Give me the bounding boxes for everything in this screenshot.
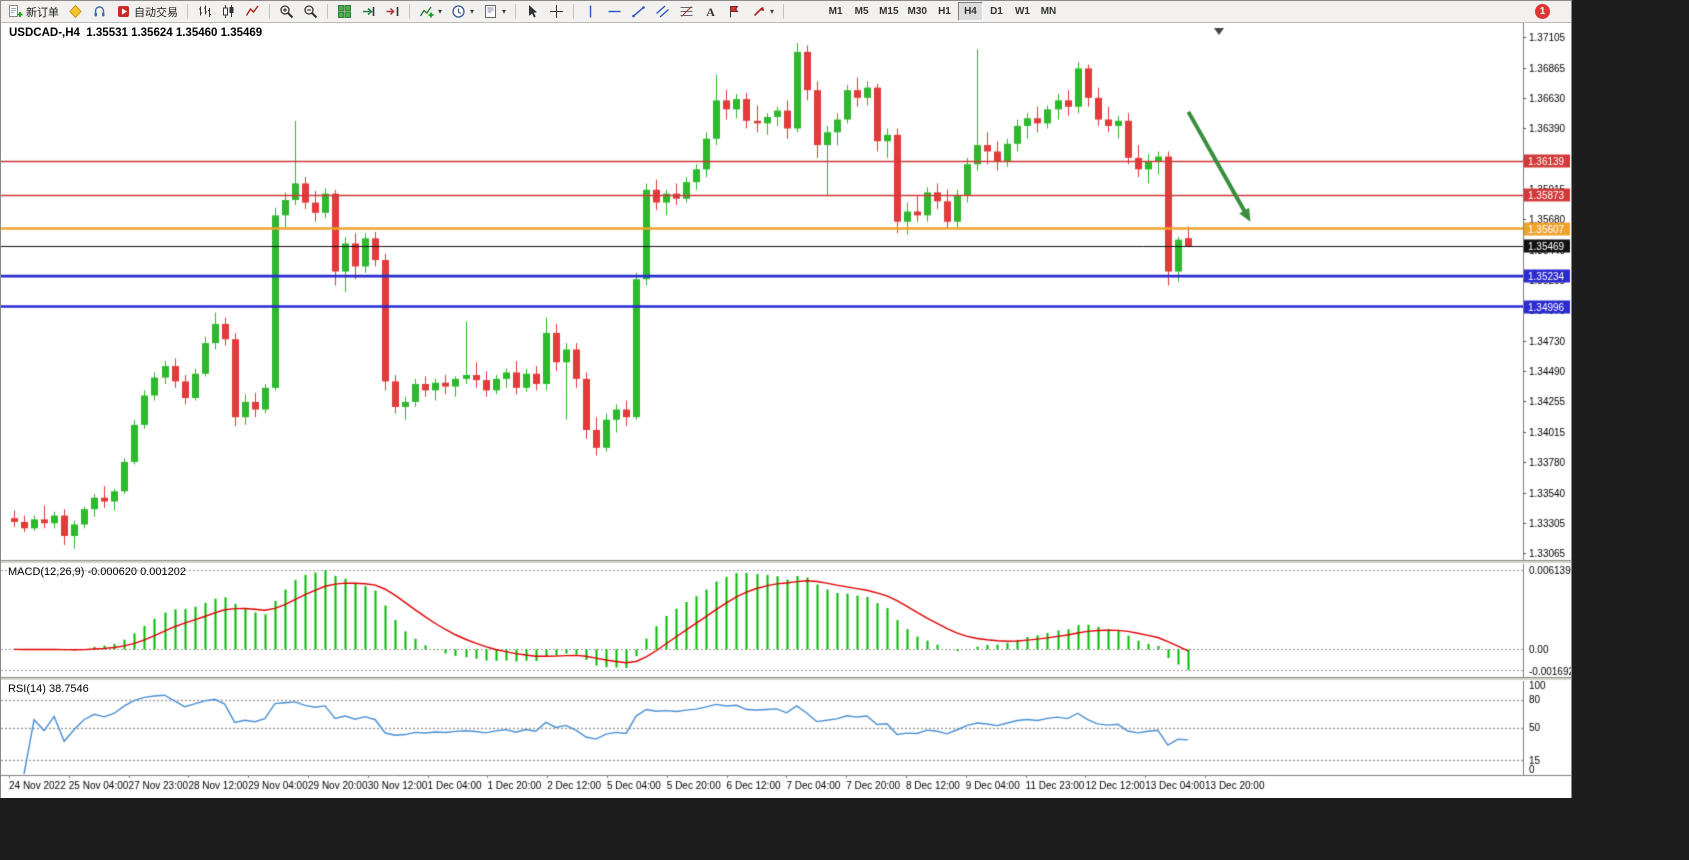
chevron-down-icon: ▾: [770, 7, 775, 16]
new-order-icon: [8, 4, 23, 19]
cursor-icon: [525, 4, 540, 19]
chart-shift-icon: [385, 4, 400, 19]
horizontal-line-icon: [607, 4, 622, 19]
zoom-out-icon: [303, 4, 318, 19]
templates-button[interactable]: ▾: [479, 2, 510, 21]
chart-shift-button[interactable]: [381, 2, 404, 21]
new-order-label: 新订单: [26, 6, 59, 19]
horizontal-line-button[interactable]: [603, 2, 626, 21]
zoom-out-button[interactable]: [299, 2, 322, 21]
timeframe-mn-button[interactable]: MN: [1036, 2, 1061, 21]
indicators-button[interactable]: ▾: [415, 2, 446, 21]
toolbar-separator: [783, 4, 785, 19]
tile-windows-icon: [337, 4, 352, 19]
line-chart-button[interactable]: [241, 2, 264, 21]
candlestick-chart-icon: [221, 4, 236, 19]
auto-scroll-button[interactable]: [357, 2, 380, 21]
timeframe-w1-button[interactable]: W1: [1010, 2, 1035, 21]
arrows-icon: [751, 4, 766, 19]
auto-scroll-icon: [361, 4, 376, 19]
autotrading-button[interactable]: 自动交易: [112, 2, 182, 21]
zoom-in-icon: [279, 4, 294, 19]
tile-windows-button[interactable]: [333, 2, 356, 21]
chart-area: USDCAD-,H4 1.35531 1.35624 1.35460 1.354…: [1, 23, 1571, 798]
autotrading-label: 自动交易: [134, 6, 178, 19]
periods-icon: [451, 4, 466, 19]
candles-chart-button[interactable]: [217, 2, 240, 21]
text-button[interactable]: A: [699, 2, 722, 21]
timeframe-d1-button[interactable]: D1: [984, 2, 1009, 21]
headset-button[interactable]: [88, 2, 111, 21]
metaeditor-icon: [68, 4, 83, 19]
timeframe-h1-button[interactable]: H1: [932, 2, 957, 21]
notification-badge[interactable]: 1: [1535, 4, 1550, 19]
timeframe-m30-button[interactable]: M30: [904, 2, 931, 21]
fibonacci-button[interactable]: [675, 2, 698, 21]
toolbar-separator: [409, 4, 410, 19]
bars-chart-button[interactable]: [193, 2, 216, 21]
autotrading-icon: [116, 4, 131, 19]
timeframe-m15-button[interactable]: M15: [875, 2, 902, 21]
chevron-down-icon: ▾: [438, 7, 443, 16]
toolbar-separator: [573, 4, 575, 19]
channel-icon: [655, 4, 670, 19]
vertical-line-icon: [583, 4, 598, 19]
mt4-window: 新订单 自动交易: [0, 0, 1572, 798]
text-label-icon: [727, 4, 742, 19]
text-icon: A: [706, 4, 715, 19]
periods-button[interactable]: ▾: [447, 2, 478, 21]
headset-icon: [92, 4, 107, 19]
arrows-button[interactable]: ▾: [747, 2, 778, 21]
templates-icon: [483, 4, 498, 19]
toolbar-separator: [269, 4, 270, 19]
toolbar-separator: [187, 4, 188, 19]
toolbar-separator: [515, 4, 517, 19]
timeframe-h4-button[interactable]: H4: [957, 2, 983, 21]
crosshair-button[interactable]: [545, 2, 568, 21]
zoom-in-button[interactable]: [275, 2, 298, 21]
chevron-down-icon: ▾: [502, 7, 507, 16]
trendline-icon: [631, 4, 646, 19]
bars-chart-icon: [197, 4, 212, 19]
toolbar-separator: [327, 4, 328, 19]
chart-canvas[interactable]: [1, 23, 1571, 798]
new-order-button[interactable]: 新订单: [4, 2, 63, 21]
timeframe-group: M1 M5 M15 M30 H1 H4 D1 W1 MN: [823, 2, 1061, 21]
line-chart-icon: [245, 4, 260, 19]
indicators-icon: [419, 4, 434, 19]
metaeditor-button[interactable]: [64, 2, 87, 21]
crosshair-icon: [549, 4, 564, 19]
text-label-button[interactable]: [723, 2, 746, 21]
cursor-button[interactable]: [521, 2, 544, 21]
vertical-line-button[interactable]: [579, 2, 602, 21]
main-toolbar: 新订单 自动交易: [1, 1, 1571, 23]
chevron-down-icon: ▾: [470, 7, 475, 16]
trendline-button[interactable]: [627, 2, 650, 21]
timeframe-m1-button[interactable]: M1: [823, 2, 848, 21]
timeframe-m5-button[interactable]: M5: [849, 2, 874, 21]
fibonacci-icon: [679, 4, 694, 19]
channel-button[interactable]: [651, 2, 674, 21]
